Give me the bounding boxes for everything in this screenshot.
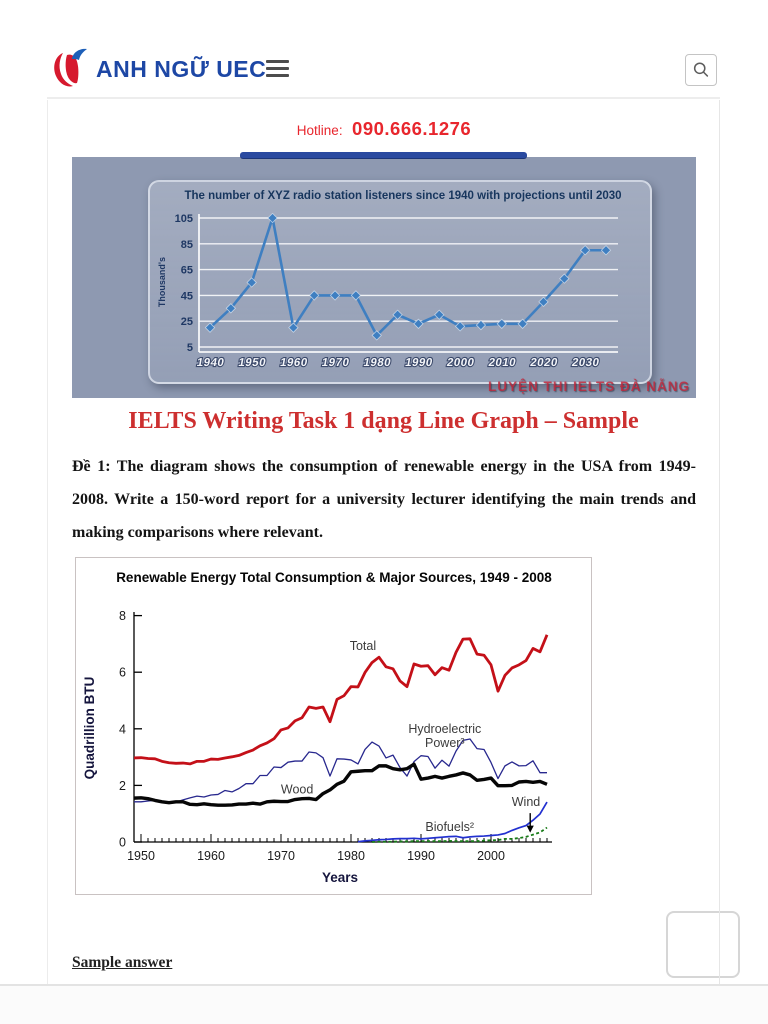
- hero-caption: LUYỆN THI IELTS ĐÀ NẴNG: [487, 379, 690, 394]
- header-divider: [47, 97, 720, 99]
- hero-button-edge: [240, 152, 527, 158]
- svg-text:Quadrillion BTU: Quadrillion BTU: [82, 677, 97, 780]
- svg-text:1970: 1970: [267, 849, 295, 863]
- svg-text:65: 65: [181, 265, 193, 277]
- svg-text:The number of XYZ radio statio: The number of XYZ radio station listener…: [184, 190, 621, 202]
- page-gap: [0, 986, 768, 1024]
- hotline: Hotline: 090.666.1276: [0, 118, 768, 140]
- svg-text:1990: 1990: [407, 849, 435, 863]
- svg-text:Total: Total: [350, 639, 376, 653]
- svg-text:1980: 1980: [362, 357, 392, 369]
- svg-text:Years: Years: [322, 870, 358, 885]
- svg-text:8: 8: [119, 609, 126, 623]
- renewable-energy-chart: Renewable Energy Total Consumption & Maj…: [82, 570, 552, 885]
- task-prompt: Đề 1: The diagram shows the consumption …: [72, 458, 696, 541]
- hotline-number[interactable]: 090.666.1276: [352, 118, 472, 139]
- svg-text:1940: 1940: [196, 357, 226, 369]
- svg-text:6: 6: [119, 666, 126, 680]
- svg-text:Wood: Wood: [281, 782, 313, 796]
- svg-text:2030: 2030: [571, 357, 601, 369]
- svg-text:Renewable Energy Total Consump: Renewable Energy Total Consumption & Maj…: [116, 570, 552, 585]
- logo-icon: [50, 47, 90, 91]
- sample-answer-heading: Sample answer: [72, 954, 173, 971]
- radio-listeners-chart: The number of XYZ radio station listener…: [157, 190, 622, 370]
- svg-text:2000: 2000: [477, 849, 505, 863]
- menu-bar: [266, 67, 289, 70]
- hero-image: The number of XYZ radio station listener…: [72, 157, 696, 398]
- svg-text:5: 5: [187, 342, 193, 354]
- page-right-edge: [719, 100, 720, 984]
- svg-text:2020: 2020: [529, 357, 559, 369]
- article-title: IELTS Writing Task 1 dạng Line Graph – S…: [128, 408, 639, 434]
- svg-text:2: 2: [119, 779, 126, 793]
- svg-text:Thousand's: Thousand's: [157, 257, 167, 307]
- radio-chart-panel: The number of XYZ radio station listener…: [148, 180, 652, 384]
- svg-text:4: 4: [119, 722, 126, 736]
- svg-text:1960: 1960: [197, 849, 225, 863]
- svg-text:105: 105: [175, 213, 193, 225]
- svg-text:0: 0: [119, 836, 126, 850]
- svg-text:1950: 1950: [237, 357, 267, 369]
- site-logo[interactable]: ANH NGỮ UEC: [50, 47, 266, 91]
- svg-text:2010: 2010: [487, 357, 517, 369]
- logo-text: ANH NGỮ UEC: [96, 55, 267, 82]
- search-button[interactable]: [685, 54, 717, 86]
- svg-text:1950: 1950: [127, 849, 155, 863]
- svg-text:45: 45: [181, 290, 193, 302]
- svg-text:85: 85: [181, 239, 193, 251]
- menu-bar: [266, 60, 289, 63]
- hotline-label: Hotline:: [296, 123, 343, 138]
- svg-text:1980: 1980: [337, 849, 365, 863]
- page-bottom-edge: [0, 984, 768, 986]
- menu-button[interactable]: [266, 60, 290, 80]
- svg-text:Wind: Wind: [512, 795, 541, 809]
- svg-text:2000: 2000: [446, 357, 476, 369]
- page-left-edge: [47, 100, 48, 984]
- floating-widget-box[interactable]: [666, 911, 740, 978]
- svg-text:25: 25: [181, 316, 193, 328]
- svg-text:1990: 1990: [404, 357, 434, 369]
- search-icon: [690, 59, 712, 81]
- renewable-energy-figure: Renewable Energy Total Consumption & Maj…: [75, 557, 592, 895]
- svg-text:1970: 1970: [321, 357, 351, 369]
- svg-text:1960: 1960: [279, 357, 309, 369]
- menu-bar: [266, 74, 289, 77]
- svg-text:Biofuels²: Biofuels²: [425, 820, 474, 834]
